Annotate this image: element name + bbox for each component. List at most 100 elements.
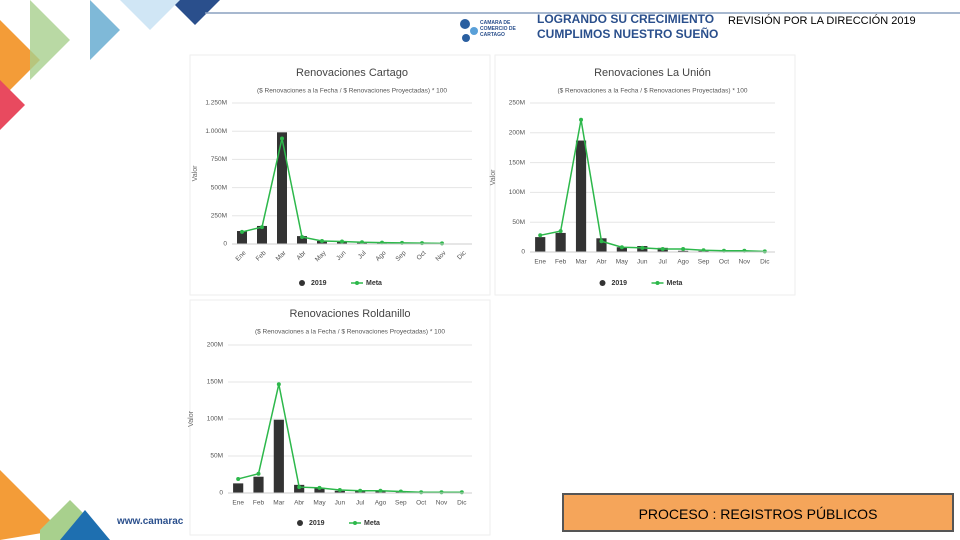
legend-label: 2019	[311, 280, 327, 287]
line-point	[579, 117, 584, 122]
bar	[555, 232, 566, 252]
y-axis-label: Valor	[188, 410, 195, 426]
x-tick-label: Abr	[596, 259, 607, 266]
y-tick-label: 750M	[211, 156, 227, 163]
bar	[237, 231, 247, 244]
y-tick-label: 0	[521, 249, 525, 256]
line-point	[660, 247, 665, 252]
line-point	[317, 485, 322, 490]
slogan: CUMPLIMOS NUESTRO SUEÑO	[537, 27, 719, 41]
line-point	[599, 239, 604, 244]
x-tick-label: Jun	[335, 500, 346, 507]
bar	[314, 487, 325, 493]
chart-title: Renovaciones Roldanillo	[289, 308, 410, 320]
x-tick-label: Jul	[356, 500, 365, 507]
line-point	[681, 247, 686, 252]
x-tick-label: Feb	[555, 259, 567, 266]
x-tick-label: Ago	[375, 500, 387, 507]
line-point	[297, 485, 302, 490]
line-point	[439, 490, 444, 495]
url: www.camarac	[117, 516, 184, 527]
y-axis-label: Valor	[490, 169, 497, 185]
line-point	[640, 245, 645, 250]
y-tick-label: 100M	[509, 189, 525, 196]
x-tick-label: Ene	[534, 259, 546, 266]
x-tick-label: Ene	[232, 500, 244, 507]
y-tick-label: 0	[219, 490, 223, 497]
legend-label: Meta	[667, 280, 683, 287]
bar	[535, 237, 546, 252]
line-point	[440, 241, 444, 246]
legend-label: Meta	[366, 280, 382, 287]
bar	[297, 236, 307, 244]
review-title: REVISIÓN POR LA DIRECCIÓN 2019	[728, 15, 916, 27]
line-point	[236, 476, 241, 481]
legend-swatch	[353, 521, 357, 525]
y-tick-label: 150M	[509, 159, 525, 166]
legend-swatch	[355, 281, 359, 285]
line-point	[558, 229, 563, 234]
y-axis-label: Valor	[192, 165, 199, 181]
x-tick-label: Ago	[677, 259, 689, 266]
x-tick-label: Jul	[659, 259, 668, 266]
line-point	[276, 382, 281, 387]
line-point	[320, 238, 324, 243]
y-tick-label: 500M	[211, 184, 227, 191]
x-tick-label: Nov	[739, 259, 751, 266]
bar	[575, 140, 587, 252]
line-point	[240, 229, 244, 234]
chart-subtitle: ($ Renovaciones a la Fecha / $ Renovacio…	[557, 88, 747, 95]
bar	[678, 250, 689, 252]
line	[237, 384, 462, 494]
line-point	[459, 490, 464, 495]
x-tick-label: Dic	[457, 500, 467, 507]
line-point	[256, 471, 261, 476]
bar	[616, 247, 627, 252]
x-tick-label: May	[616, 259, 629, 266]
logo-text: CAMARA DE COMERCIO DE CARTAGO	[480, 20, 516, 38]
x-tick-label: Mar	[575, 259, 587, 266]
x-tick-label: Oct	[719, 259, 729, 266]
line-point	[280, 136, 284, 141]
y-tick-label: 100M	[207, 416, 223, 423]
slogan: LOGRANDO SU CRECIMIENTO	[537, 12, 715, 26]
y-tick-label: 0	[223, 241, 227, 248]
legend-swatch	[299, 280, 305, 286]
legend-swatch	[297, 520, 303, 526]
x-tick-label: Dic	[760, 259, 770, 266]
line-point	[340, 239, 344, 244]
x-tick-label: May	[313, 500, 326, 507]
y-tick-label: 50M	[210, 453, 223, 460]
chart-subtitle: ($ Renovaciones a la Fecha / $ Renovacio…	[257, 88, 447, 95]
line-point	[619, 245, 624, 250]
y-tick-label: 200M	[207, 342, 223, 349]
line	[540, 119, 765, 253]
x-tick-label: Abr	[294, 500, 305, 507]
line-point	[260, 225, 264, 230]
line-point	[762, 249, 767, 254]
legend-label: 2019	[309, 520, 325, 527]
x-tick-label: Jun	[637, 259, 648, 266]
x-tick-label: Nov	[436, 500, 448, 507]
bar	[277, 132, 287, 244]
bar	[257, 225, 267, 244]
bar	[253, 476, 264, 493]
legend-swatch	[599, 280, 606, 286]
legend-label: Meta	[364, 520, 380, 527]
x-tick-label: Mar	[273, 500, 285, 507]
legend-label: 2019	[612, 280, 628, 287]
chart-title: Renovaciones Cartago	[296, 67, 408, 79]
line-point	[419, 490, 424, 495]
y-tick-label: 50M	[512, 219, 525, 226]
y-tick-label: 250M	[509, 100, 525, 107]
chart-subtitle: ($ Renovaciones a la Fecha / $ Renovacio…	[255, 329, 445, 336]
line-point	[701, 248, 706, 253]
x-tick-label: Feb	[253, 500, 265, 507]
x-tick-label: Sep	[698, 259, 710, 266]
line-point	[337, 488, 342, 493]
x-tick-label: Jul	[357, 249, 368, 260]
y-tick-label: 1.000M	[205, 128, 227, 135]
